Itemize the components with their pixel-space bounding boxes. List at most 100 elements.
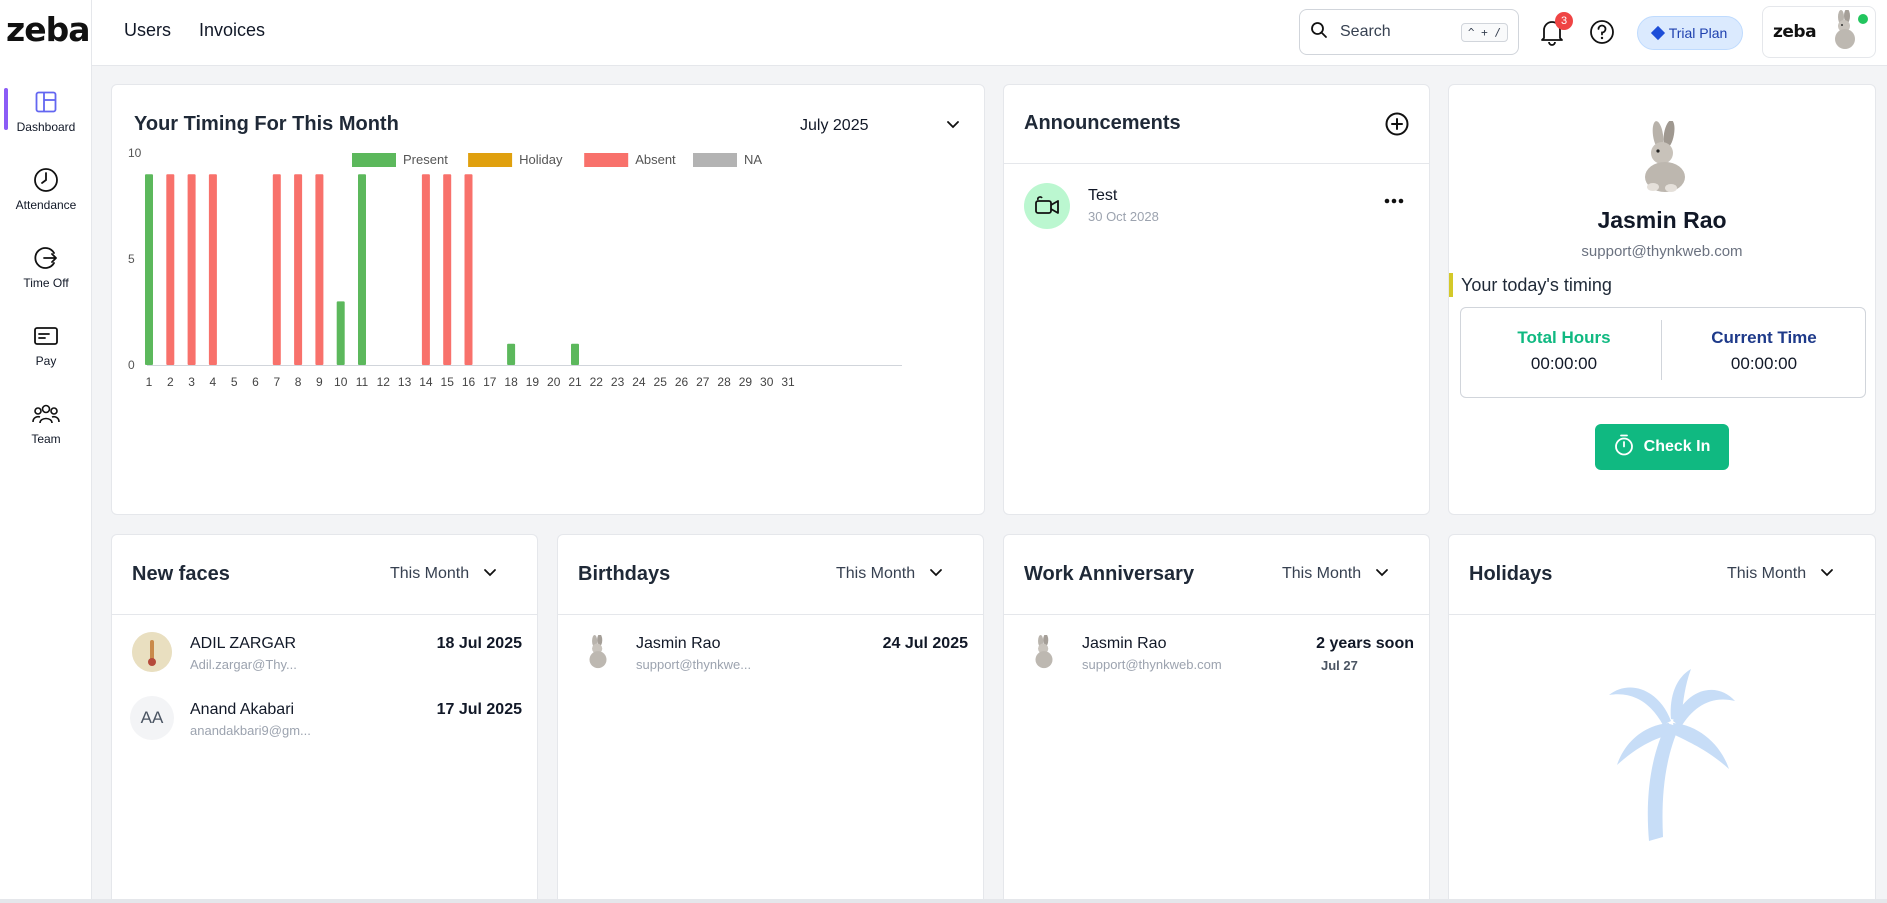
x-tick-label: 11 (356, 375, 369, 389)
legend-label-absent: Absent (635, 152, 676, 167)
holidays-card: Holidays This Month (1448, 534, 1876, 903)
sidebar-item-pay[interactable]: Pay (0, 320, 92, 398)
x-tick-label: 16 (462, 375, 476, 389)
new-faces-title: New faces (132, 563, 230, 585)
bar-absent-15 (443, 174, 452, 365)
nav-link-users[interactable]: Users (124, 20, 172, 40)
profile-menu[interactable]: zeba (1762, 6, 1876, 58)
divider (558, 614, 983, 615)
avatar (132, 632, 172, 672)
x-tick-label: 22 (590, 375, 604, 389)
add-announcement-button[interactable] (1384, 111, 1410, 137)
filter-value: This Month (836, 565, 916, 582)
current-time: Current Time 00:00:00 (1664, 328, 1864, 374)
chevron-down-icon (483, 565, 497, 583)
person-name: Jasmin Rao (636, 635, 721, 652)
help-icon (1589, 20, 1615, 49)
divider (112, 614, 537, 615)
legend-label-present: Present (403, 152, 448, 167)
person-name: Jasmin Rao (1082, 635, 1167, 652)
total-hours-label: Total Hours (1517, 328, 1611, 347)
stopwatch-icon (1614, 434, 1634, 461)
join-date: 18 Jul 2025 (436, 635, 522, 652)
work-anniversary-card: Work Anniversary This Month Jasmin Rao s… (1003, 534, 1430, 903)
divider (1661, 320, 1662, 380)
birthdays-card: Birthdays This Month Jasmin Rao support@… (557, 534, 984, 903)
x-tick-label: 23 (611, 375, 625, 389)
x-tick-label: 15 (441, 375, 455, 389)
list-item[interactable]: Jasmin Rao support@thynkwe... 24 Jul 202… (578, 632, 968, 682)
help-button[interactable] (1589, 19, 1617, 47)
announcements-title: Announcements (1024, 112, 1181, 134)
legend-swatch-absent (584, 153, 629, 167)
more-options-icon[interactable] (1384, 187, 1404, 210)
x-tick-label: 31 (781, 375, 795, 389)
sidebar-item-time-off[interactable]: Time Off (0, 242, 92, 320)
x-tick-label: 24 (632, 375, 646, 389)
horizontal-scrollbar[interactable] (0, 899, 1887, 903)
chevron-down-icon (1375, 565, 1389, 583)
bar-present-1 (145, 174, 153, 365)
x-tick-label: 6 (252, 375, 259, 389)
check-in-label: Check In (1643, 438, 1711, 455)
legend-swatch-present (352, 153, 396, 167)
anniversary-date: Jul 27 (1321, 658, 1358, 673)
online-status-dot (1858, 14, 1868, 24)
top-nav: Users Invoices (124, 20, 265, 41)
x-tick-label: 9 (316, 375, 323, 389)
notifications-button[interactable]: 3 (1540, 12, 1573, 48)
sidebar-item-label: Team (31, 432, 61, 446)
x-tick-label: 3 (188, 375, 195, 389)
video-icon (1024, 183, 1070, 229)
trial-plan-button[interactable]: Trial Plan (1637, 16, 1743, 50)
new-faces-filter[interactable]: This Month (390, 565, 497, 583)
sidebar-item-dashboard[interactable]: Dashboard (0, 86, 92, 164)
anniversary-filter[interactable]: This Month (1282, 565, 1389, 583)
month-select-value: July 2025 (800, 117, 869, 134)
search-input[interactable]: Search ^ + / (1299, 9, 1519, 55)
x-tick-label: 17 (483, 375, 497, 389)
total-hours: Total Hours 00:00:00 (1464, 328, 1664, 374)
nav-link-invoices[interactable]: Invoices (199, 20, 266, 40)
announcement-date: 30 Oct 2028 (1088, 209, 1159, 224)
birthdays-filter[interactable]: This Month (836, 565, 943, 583)
divider (1004, 163, 1429, 164)
holidays-title: Holidays (1469, 563, 1553, 585)
profile-name: Jasmin Rao (1597, 207, 1727, 233)
search-icon (1310, 21, 1328, 44)
today-timing-label: Your today's timing (1449, 273, 1612, 297)
sidebar-item-team[interactable]: Team (0, 398, 92, 476)
announcement-item[interactable]: Test 30 Oct 2028 (1024, 183, 1414, 231)
filter-value: This Month (390, 565, 470, 582)
new-faces-card: New faces This Month ADIL ZARGAR Adil.za… (111, 534, 538, 903)
legend-swatch-na (693, 153, 737, 167)
holidays-filter[interactable]: This Month (1727, 565, 1834, 583)
x-tick-label: 12 (377, 375, 391, 389)
company-logo: zeba (1773, 22, 1817, 42)
sidebar-item-label: Dashboard (16, 120, 76, 134)
active-indicator (4, 88, 8, 130)
zeba-logo[interactable]: zeba (6, 10, 90, 50)
sidebar-item-label: Attendance (15, 198, 77, 212)
list-item[interactable]: Jasmin Rao support@thynkweb.com 2 years … (1024, 632, 1414, 682)
join-date: 17 Jul 2025 (436, 701, 522, 718)
team-icon (32, 400, 60, 428)
avatar: AA (130, 696, 174, 740)
dashboard-icon (32, 88, 60, 116)
list-item[interactable]: AA Anand Akabari anandakbari9@gm... 17 J… (130, 696, 522, 748)
sidebar-item-label: Pay (35, 354, 57, 368)
list-item[interactable]: ADIL ZARGAR Adil.zargar@Thy... 18 Jul 20… (132, 632, 522, 682)
current-time-label: Current Time (1711, 328, 1817, 347)
time-off-icon (32, 244, 60, 272)
rabbit-avatar-icon (1024, 632, 1064, 672)
legend-swatch-holiday (468, 153, 513, 167)
month-select[interactable]: July 2025 (800, 117, 960, 135)
legend-label-holiday: Holiday (519, 152, 563, 167)
plus-circle-icon (1384, 112, 1410, 141)
bar-absent-4 (208, 174, 217, 365)
y-tick-label: 5 (128, 252, 135, 266)
check-in-button[interactable]: Check In (1595, 424, 1729, 470)
anniversary-note: 2 years soon (1316, 635, 1414, 652)
sidebar-item-attendance[interactable]: Attendance (0, 164, 92, 242)
